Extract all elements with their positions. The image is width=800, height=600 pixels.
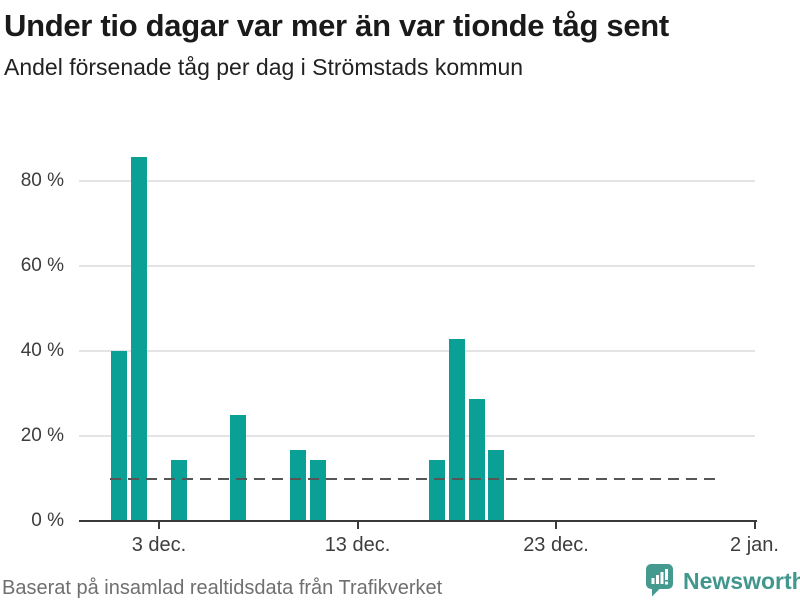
x-axis-tick-label: 3 dec. [131, 534, 187, 556]
chart-subtitle: Andel försenade tåg per dag i Strömstads… [4, 54, 524, 80]
bar-20dec [488, 450, 505, 521]
y-axis-tick-label: 0 % [31, 510, 64, 531]
y-axis-tick-label: 40 % [20, 340, 64, 361]
x-axis-tick [753, 522, 756, 529]
bar-1dec [111, 351, 128, 521]
x-axis-tick-label: 23 dec. [523, 534, 589, 556]
y-axis-tick-label: 20 % [20, 425, 64, 446]
bar-19dec [468, 399, 485, 521]
x-axis-tick [555, 522, 557, 529]
x-axis-tick-label: 2 jan. [730, 534, 779, 556]
bar-7dec [230, 414, 247, 521]
newsworthy-logo-icon [646, 564, 673, 597]
bar-18dec [448, 338, 465, 521]
y-axis-tick-label: 80 % [20, 170, 64, 191]
bar-11dec [309, 460, 326, 521]
x-axis-line [79, 520, 757, 522]
y-gridline [79, 180, 755, 182]
x-axis-tick [158, 522, 160, 529]
newsworthy-logo-text: Newsworthy [683, 568, 800, 594]
x-axis-tick [356, 522, 359, 529]
y-axis-tick-label: 60 % [20, 255, 64, 276]
bar-4dec [170, 460, 187, 521]
bar-2dec [131, 156, 148, 521]
y-gridline [79, 350, 755, 352]
reference-line-10pct [110, 477, 722, 480]
bar-10dec [289, 450, 306, 521]
chart-title: Under tio dagar var mer än var tionde tå… [4, 8, 669, 43]
y-gridline [79, 435, 755, 437]
x-axis-tick-label: 13 dec. [324, 534, 391, 556]
newsworthy-logo[interactable]: Newsworthy [645, 563, 800, 597]
y-gridline [79, 265, 755, 267]
bar-17dec [428, 460, 445, 521]
source-note: Baserat på insamlad realtidsdata från Tr… [2, 577, 443, 599]
